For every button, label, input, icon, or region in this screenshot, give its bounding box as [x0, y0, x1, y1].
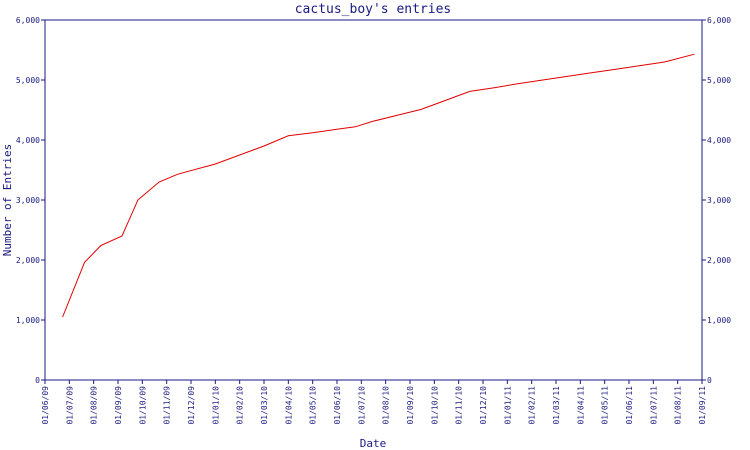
- x-tick-label: 01/07/11: [649, 386, 658, 425]
- y-axis-label: Number of Entries: [1, 144, 14, 257]
- x-tick-label: 01/08/09: [90, 386, 99, 425]
- x-tick-label: 01/02/10: [236, 386, 245, 425]
- chart-title: cactus_boy's entries: [295, 2, 452, 17]
- y-tick-label: 1,000: [16, 316, 40, 325]
- x-tick-label: 01/06/10: [333, 386, 342, 425]
- y2-tick-label: 3,000: [707, 196, 731, 205]
- axes: [41, 19, 706, 384]
- x-axis-label: Date: [360, 437, 387, 450]
- y2-tick-label: 1,000: [707, 316, 731, 325]
- y-tick-label: 2,000: [16, 256, 40, 265]
- x-tick-label: 01/08/10: [382, 386, 391, 425]
- tick-labels: 0 1,000 2,000 3,000 4,000 5,000 6,000 0 1,000 2,0…: [16, 16, 731, 425]
- y2-tick-label: 6,000: [707, 16, 731, 25]
- y-tick-label: 0: [35, 376, 40, 385]
- x-tick-label: 01/09/10: [406, 386, 415, 425]
- x-tick-label: 01/12/09: [187, 386, 196, 425]
- x-tick-label: 01/07/10: [357, 386, 366, 425]
- x-tick-label: 01/11/10: [455, 386, 464, 425]
- x-tick-label: 01/04/11: [576, 386, 585, 425]
- x-tick-label: 01/03/10: [260, 386, 269, 425]
- y2-tick-label: 4,000: [707, 136, 731, 145]
- y-tick-label: 6,000: [16, 16, 40, 25]
- y-tick-label: 4,000: [16, 136, 40, 145]
- x-tick-label: 01/06/09: [41, 386, 50, 425]
- x-tick-label: 01/05/11: [601, 386, 610, 425]
- x-tick-label: 01/07/09: [65, 386, 74, 425]
- x-tick-label: 01/10/09: [138, 386, 147, 425]
- plot-frame: [44, 19, 703, 381]
- x-tick-label: 01/10/10: [430, 386, 439, 425]
- y-tick-label: 3,000: [16, 196, 40, 205]
- x-tick-label: 01/11/09: [163, 386, 172, 425]
- x-tick-label: 01/09/11: [698, 386, 707, 425]
- x-tick-label: 01/05/10: [309, 386, 318, 425]
- y2-tick-label: 0: [707, 376, 712, 385]
- entries-line: [62, 53, 695, 318]
- x-tick-label: 01/12/10: [479, 386, 488, 425]
- x-tick-label: 01/04/10: [284, 386, 293, 425]
- x-tick-label: 01/03/11: [552, 386, 561, 425]
- x-tick-label: 01/02/11: [528, 386, 537, 425]
- x-tick-label: 01/09/09: [114, 386, 123, 425]
- series: [62, 53, 695, 318]
- x-tick-label: 01/06/11: [625, 386, 634, 425]
- x-tick-label: 01/01/11: [503, 386, 512, 425]
- y-tick-label: 5,000: [16, 76, 40, 85]
- x-tick-label: 01/01/10: [211, 386, 220, 425]
- y2-tick-label: 5,000: [707, 76, 731, 85]
- x-tick-label: 01/08/11: [674, 386, 683, 425]
- y2-tick-label: 2,000: [707, 256, 731, 265]
